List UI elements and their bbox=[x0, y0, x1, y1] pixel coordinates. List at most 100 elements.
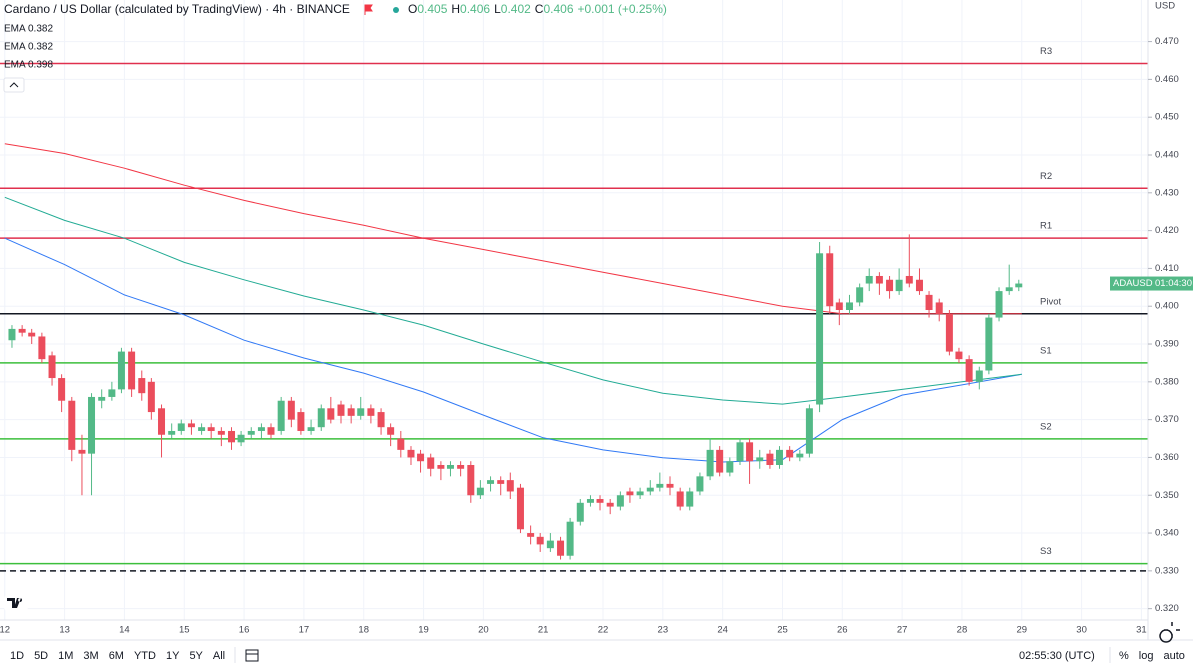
candle-body bbox=[487, 480, 495, 484]
candle-body bbox=[437, 465, 445, 469]
candle-body bbox=[826, 253, 834, 307]
scale-button[interactable]: % bbox=[1119, 650, 1129, 662]
x-tick-label: 23 bbox=[658, 625, 669, 636]
candle-body bbox=[457, 465, 465, 469]
collapse-button[interactable] bbox=[3, 77, 25, 93]
x-tick-label: 19 bbox=[418, 625, 429, 636]
ohlc-value: 0.406 bbox=[543, 2, 573, 16]
ohlc-label: H bbox=[451, 2, 460, 16]
change: +0.001 (+0.25%) bbox=[578, 2, 667, 16]
ohlc-values: O0.405 H0.406 L0.402 C0.406 +0.001 (+0.25%) bbox=[408, 2, 667, 16]
candle-body bbox=[427, 457, 435, 469]
ema-line bbox=[4, 143, 1022, 315]
y-tick-label: 0.380 bbox=[1155, 376, 1179, 387]
candle-body bbox=[796, 453, 804, 458]
candle-body bbox=[875, 275, 883, 284]
bottom-bar: 1D 5D 1M 3M 6M YTD 1Y 5Y All 02:55:30 (UTC)% log au… bbox=[10, 650, 1185, 662]
range-button[interactable]: 1D bbox=[10, 650, 24, 662]
candle-body bbox=[317, 408, 325, 428]
candle-body bbox=[177, 423, 185, 431]
y-tick-label: 0.430 bbox=[1155, 187, 1179, 198]
candle-body bbox=[1005, 287, 1013, 292]
candle-body bbox=[38, 336, 46, 360]
candle-body bbox=[905, 275, 913, 284]
range-button[interactable]: All bbox=[213, 650, 225, 662]
candle-body bbox=[775, 449, 783, 465]
range-button[interactable]: YTD bbox=[134, 650, 156, 662]
candle-body bbox=[48, 355, 56, 379]
x-tick-label: 18 bbox=[358, 625, 369, 636]
candle-body bbox=[557, 540, 565, 556]
y-tick-label: 0.370 bbox=[1155, 414, 1179, 425]
candle-body bbox=[357, 408, 365, 416]
logo-mark bbox=[7, 598, 23, 608]
ema-name: EMA bbox=[4, 42, 26, 53]
y-tick-label: 0.410 bbox=[1155, 263, 1179, 274]
y-tick-label: 0.350 bbox=[1155, 490, 1179, 501]
candle-body bbox=[198, 427, 206, 431]
candle-body bbox=[337, 404, 345, 416]
settings-icon[interactable] bbox=[1159, 622, 1180, 643]
ema-line bbox=[4, 237, 1022, 463]
candle-body bbox=[88, 396, 96, 454]
y-tick-label: 0.340 bbox=[1155, 528, 1179, 539]
candle-body bbox=[128, 351, 136, 390]
tv-logo bbox=[3, 590, 29, 616]
scale-button[interactable]: log bbox=[1139, 650, 1154, 662]
candle-body bbox=[656, 483, 664, 488]
range-button[interactable]: 3M bbox=[83, 650, 98, 662]
calendar-frame bbox=[245, 649, 259, 662]
range-button[interactable]: 5D bbox=[34, 650, 48, 662]
candle-body bbox=[845, 302, 853, 310]
candle-body bbox=[576, 502, 584, 522]
candle-body bbox=[736, 442, 744, 462]
y-tick-label: 0.460 bbox=[1155, 74, 1179, 85]
calendar-icon[interactable] bbox=[245, 649, 259, 662]
candle-body bbox=[536, 536, 544, 545]
candle-body bbox=[756, 457, 764, 462]
range-button[interactable]: 1M bbox=[58, 650, 73, 662]
candle-body bbox=[925, 294, 933, 310]
candle-body bbox=[377, 412, 385, 428]
ohlc-label: C bbox=[535, 2, 544, 16]
y-tick-label: 0.390 bbox=[1155, 339, 1179, 350]
candle-body bbox=[636, 491, 644, 496]
candle-body bbox=[387, 427, 395, 435]
level-label: S2 bbox=[1040, 421, 1052, 432]
ohlc-value: 0.402 bbox=[501, 2, 531, 16]
price-label-countdown: 01:04:30 bbox=[1155, 278, 1192, 289]
candle-body bbox=[676, 491, 684, 507]
candle-body bbox=[108, 389, 116, 397]
candle-body bbox=[516, 487, 524, 530]
candle-body bbox=[297, 412, 305, 431]
y-tick-label: 0.330 bbox=[1155, 565, 1179, 576]
level-label: Pivot bbox=[1040, 296, 1061, 307]
range-button[interactable]: 6M bbox=[109, 650, 124, 662]
candle-body bbox=[407, 449, 415, 458]
candle-body bbox=[327, 408, 335, 420]
y-tick-label: 0.360 bbox=[1155, 452, 1179, 463]
candle-body bbox=[187, 423, 195, 428]
x-tick-label: 27 bbox=[897, 625, 908, 636]
candle-body bbox=[527, 533, 535, 537]
scale-button[interactable]: auto bbox=[1163, 650, 1184, 662]
status-dot bbox=[393, 7, 399, 13]
candle-body bbox=[816, 253, 824, 405]
candle-body bbox=[307, 427, 315, 431]
candle-body bbox=[766, 453, 774, 465]
range-button[interactable]: 1Y bbox=[166, 650, 180, 662]
candle-body bbox=[746, 442, 754, 462]
candle-body bbox=[686, 491, 694, 507]
ohlc-label: O bbox=[408, 2, 417, 16]
candle-body bbox=[497, 480, 505, 484]
candle-body bbox=[58, 378, 66, 401]
y-tick-label: 0.470 bbox=[1155, 36, 1179, 47]
candle-body bbox=[616, 495, 624, 507]
range-button[interactable]: 5Y bbox=[189, 650, 203, 662]
ema-line bbox=[4, 196, 1022, 405]
candle-body bbox=[347, 408, 355, 416]
candle-body bbox=[945, 313, 953, 352]
x-tick-label: 15 bbox=[179, 625, 190, 636]
level-label: S3 bbox=[1040, 546, 1052, 557]
